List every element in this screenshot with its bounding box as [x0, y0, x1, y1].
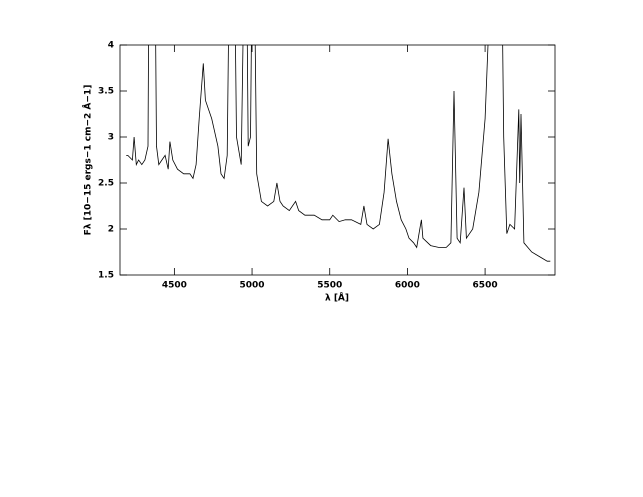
plot-area [126, 45, 551, 262]
spectrum-line [126, 45, 551, 262]
x-tick-label: 6500 [473, 281, 498, 291]
x-tick-label: 5500 [317, 281, 342, 291]
y-tick-label: 2 [108, 225, 114, 235]
y-axis-label: Fλ [10−15 ergs−1 cm−2 Å−1] [83, 85, 94, 236]
x-axis-label: λ [Å] [325, 293, 349, 304]
y-tick-label: 1.5 [98, 271, 114, 281]
plot-frame [119, 44, 556, 276]
y-tick-label: 3.5 [98, 87, 114, 97]
y-tick-label: 2.5 [98, 179, 114, 189]
y-tick-label: 4 [108, 41, 114, 51]
x-tick-label: 5000 [240, 281, 265, 291]
x-tick-label: 4500 [162, 281, 187, 291]
y-tick-label: 3 [108, 133, 114, 143]
x-tick-label: 6000 [395, 281, 420, 291]
